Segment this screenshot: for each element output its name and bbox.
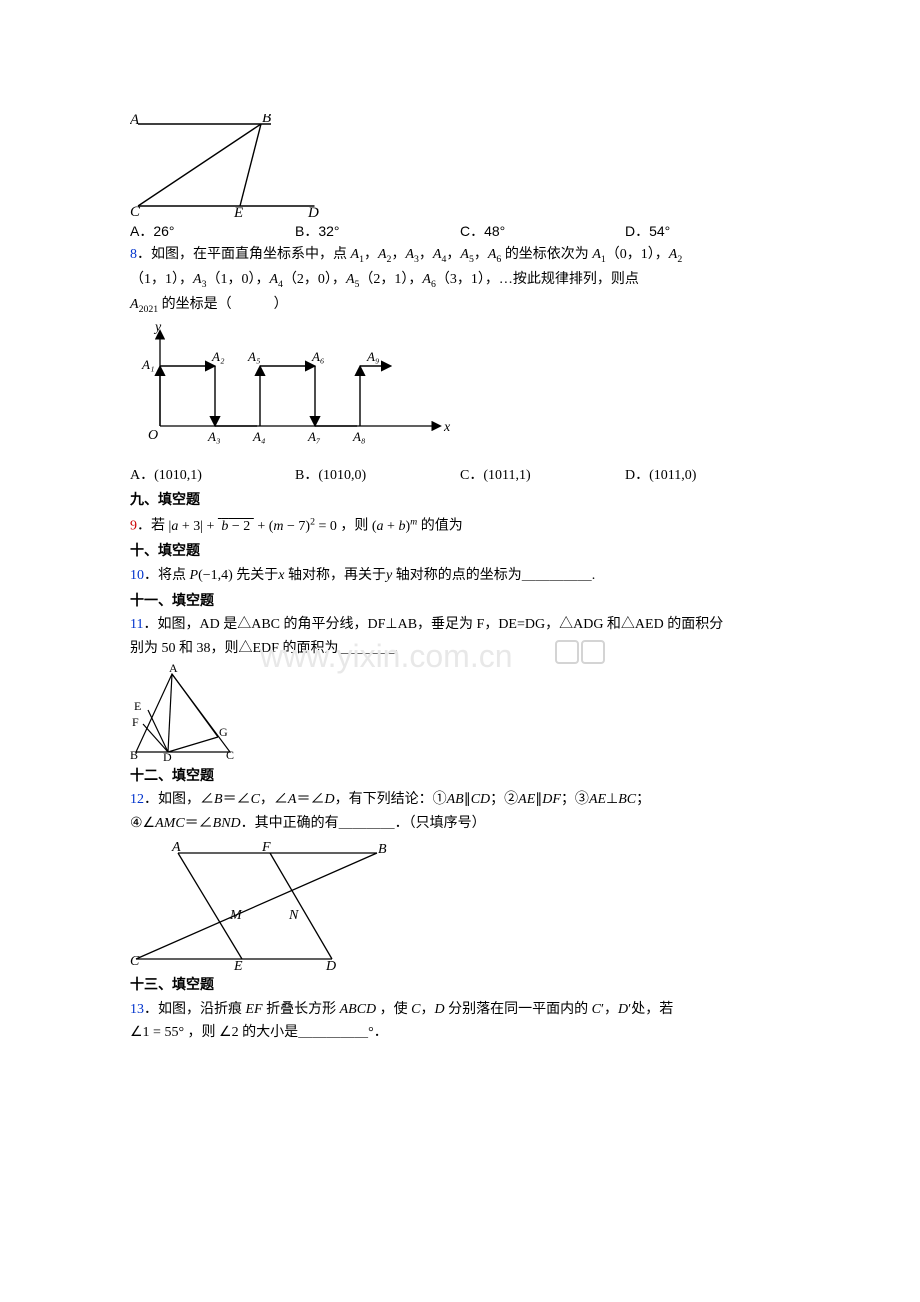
- svg-text:C: C: [226, 748, 234, 762]
- q8-option-A[interactable]: A．(1010,1): [130, 465, 295, 487]
- section-12-title: 十二、填空题: [130, 766, 790, 788]
- svg-text:E: E: [233, 959, 243, 971]
- q8-option-C[interactable]: C．(1011,1): [460, 465, 625, 487]
- xlabel: x: [443, 420, 451, 435]
- q12-figure: A F B C E D M N: [130, 839, 790, 971]
- q8-line1: 8．如图，在平面直角坐标系中，点 A1，A2，A3，A4，A5，A6 的坐标依次…: [130, 244, 790, 267]
- q10: 10．将点 P(−1,4) 先关于x 轴对称，再关于y 轴对称的点的坐标为＿＿＿…: [130, 565, 790, 587]
- label-B: B: [262, 114, 271, 126]
- q8-option-B[interactable]: B．(1010,0): [295, 465, 460, 487]
- label-A: A: [130, 114, 140, 128]
- label-C: C: [130, 204, 141, 217]
- y-axis: y: [386, 568, 392, 583]
- q11-figure: A B C D E F G: [130, 664, 790, 762]
- q7-option-D[interactable]: D．54°: [625, 221, 790, 244]
- section-9-title: 九、填空题: [130, 490, 790, 512]
- svg-text:A₇: A₇: [307, 429, 321, 444]
- q11-line1: 11．如图，AD 是△ABC 的角平分线，DF⊥AB，垂足为 F，DE=DG，△…: [130, 614, 790, 636]
- svg-text:A₈: A₈: [352, 429, 366, 444]
- svg-text:A₆: A₆: [311, 349, 324, 364]
- olabel: O: [148, 428, 158, 443]
- section-11-title: 十一、填空题: [130, 591, 790, 613]
- svg-text:A₂: A₂: [211, 349, 225, 364]
- svg-text:D: D: [163, 750, 172, 762]
- svg-text:A: A: [171, 840, 181, 855]
- q7-figure: A B C E D .: [130, 114, 790, 217]
- svg-text:A₁: A₁: [141, 357, 154, 372]
- svg-text:A₅: A₅: [247, 349, 260, 364]
- svg-text:A₃: A₃: [207, 429, 220, 444]
- dot: .: [316, 199, 319, 213]
- q8-line3: A2021 的坐标是（ ）: [130, 294, 790, 317]
- q8-line2: （1，1），A3（1，0），A4（2，0），A5（2，1），A6（3，1），…按…: [130, 269, 790, 292]
- x-axis: x: [278, 568, 284, 583]
- q7-option-C[interactable]: C．48°: [460, 221, 625, 244]
- label-E: E: [233, 205, 243, 217]
- section-10-title: 十、填空题: [130, 541, 790, 563]
- section-13-title: 十三、填空题: [130, 975, 790, 997]
- svg-text:F: F: [261, 840, 271, 855]
- q8-option-D[interactable]: D．(1011,0): [625, 465, 790, 487]
- q7-option-B[interactable]: B．32°: [295, 221, 460, 244]
- svg-text:M: M: [229, 908, 243, 923]
- q7-options: A．26° B．32° C．48° D．54°: [130, 221, 790, 244]
- svg-text:C: C: [130, 954, 140, 969]
- svg-text:E: E: [134, 699, 141, 713]
- svg-text:B: B: [378, 842, 387, 857]
- q7-option-A[interactable]: A．26°: [130, 221, 295, 244]
- svg-text:D: D: [325, 959, 336, 971]
- q13-line2: ∠1 = 55° ，则 ∠2 的大小是＿＿＿＿＿°．: [130, 1022, 790, 1044]
- svg-text:A₉: A₉: [366, 349, 379, 364]
- svg-text:N: N: [288, 908, 299, 923]
- svg-text:B: B: [130, 748, 138, 762]
- q12-line2: ④∠AMC＝∠BND．其中正确的有＿＿＿＿．（只填序号）: [130, 813, 790, 835]
- svg-text:G: G: [219, 725, 228, 739]
- q12-line1: 12．如图，∠B＝∠C，∠A＝∠D，有下列结论：①AB∥CD；②AE∥DF；③A…: [130, 789, 790, 811]
- q9: 9．若 |a + 3| + b − 2 + (m − 7)2 = 0 ，则 (a…: [130, 514, 790, 537]
- q11-line2: 别为 50 和 38，则△EDF 的面积为＿＿＿＿.: [130, 638, 790, 660]
- q8-number: 8: [130, 247, 137, 262]
- svg-text:A: A: [169, 664, 178, 675]
- ylabel: y: [153, 321, 162, 335]
- q8-figure: y x O A₁ A₂ A₃ A₄ A₅ A₆ A₇ A₈ A₉: [130, 321, 790, 461]
- svg-text:A₄: A₄: [252, 429, 266, 444]
- q13-line1: 13．如图，沿折痕 EF 折叠长方形 ABCD ，使 C，D 分别落在同一平面内…: [130, 999, 790, 1021]
- q8-options: A．(1010,1) B．(1010,0) C．(1011,1) D．(1011…: [130, 465, 790, 487]
- svg-text:F: F: [132, 715, 139, 729]
